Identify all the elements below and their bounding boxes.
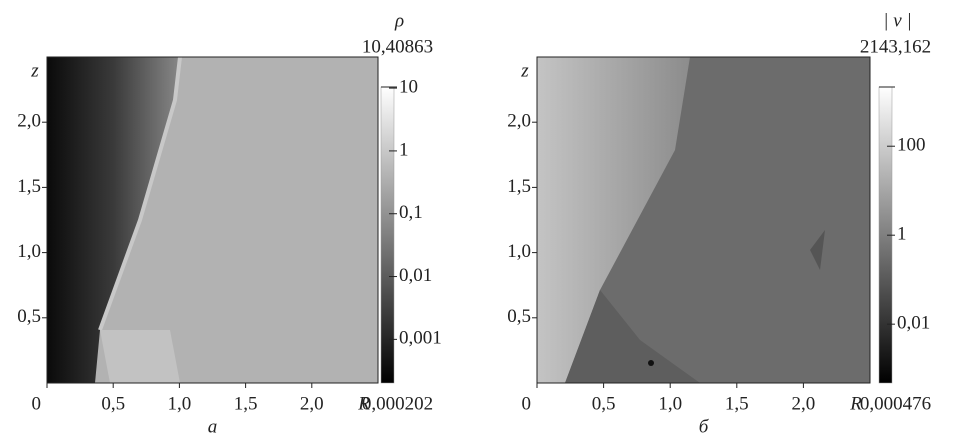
x-axis-label: R [357, 393, 370, 414]
caption: б [699, 416, 710, 437]
y-tick-label: 0,5 [17, 306, 41, 327]
colorbar-tick-label: 0,1 [399, 202, 423, 223]
plot-frame [536, 56, 871, 384]
colorbar-tick-label: 0,01 [897, 313, 930, 334]
x-tick-label: 1,0 [168, 393, 192, 414]
y-axis-label: z [30, 60, 39, 81]
colorbar-title: ρ [394, 10, 404, 31]
colorbar [380, 86, 395, 384]
x-axis-label: R [849, 393, 862, 414]
colorbar-max-label: 2143,162 [860, 36, 931, 57]
y-tick-label: 1,0 [507, 241, 531, 262]
field-b [537, 57, 870, 383]
y-axis-label: z [520, 60, 529, 81]
x-tick-label: 2,0 [300, 393, 324, 414]
colorbar-max-label: 10,40863 [362, 36, 433, 57]
y-tick-label: 1,5 [17, 176, 41, 197]
y-tick-label: 1,5 [507, 176, 531, 197]
colorbar-tick-label: 100 [897, 135, 926, 156]
colorbar-tick-label: 1 [897, 224, 907, 245]
y-tick-label: 2,0 [17, 111, 41, 132]
colorbar-min-label: 0,000202 [362, 393, 433, 414]
plot-frame [46, 56, 379, 384]
x-tick-label: 0 [32, 393, 42, 414]
x-tick-label: 1,5 [234, 393, 258, 414]
x-tick-label: 0,5 [592, 393, 616, 414]
y-tick-label: 1,0 [17, 241, 41, 262]
field-a [47, 56, 378, 383]
x-tick-label: 2,0 [792, 393, 816, 414]
colorbar-tick-label: 1 [399, 139, 409, 160]
colorbar-tick-label: 10 [399, 76, 418, 97]
x-tick-label: 0,5 [101, 393, 125, 414]
caption: а [208, 416, 218, 437]
colorbar-min-label: 0,000476 [860, 393, 931, 414]
y-tick-label: 2,0 [507, 111, 531, 132]
x-tick-label: 1,0 [658, 393, 682, 414]
x-tick-label: 0 [522, 393, 532, 414]
colorbar-tick-label: 0,001 [399, 328, 442, 349]
y-tick-label: 0,5 [507, 306, 531, 327]
colorbar-tick-label: 0,01 [399, 265, 432, 286]
x-tick-label: 1,5 [725, 393, 749, 414]
colorbar-title: | v | [883, 10, 911, 31]
